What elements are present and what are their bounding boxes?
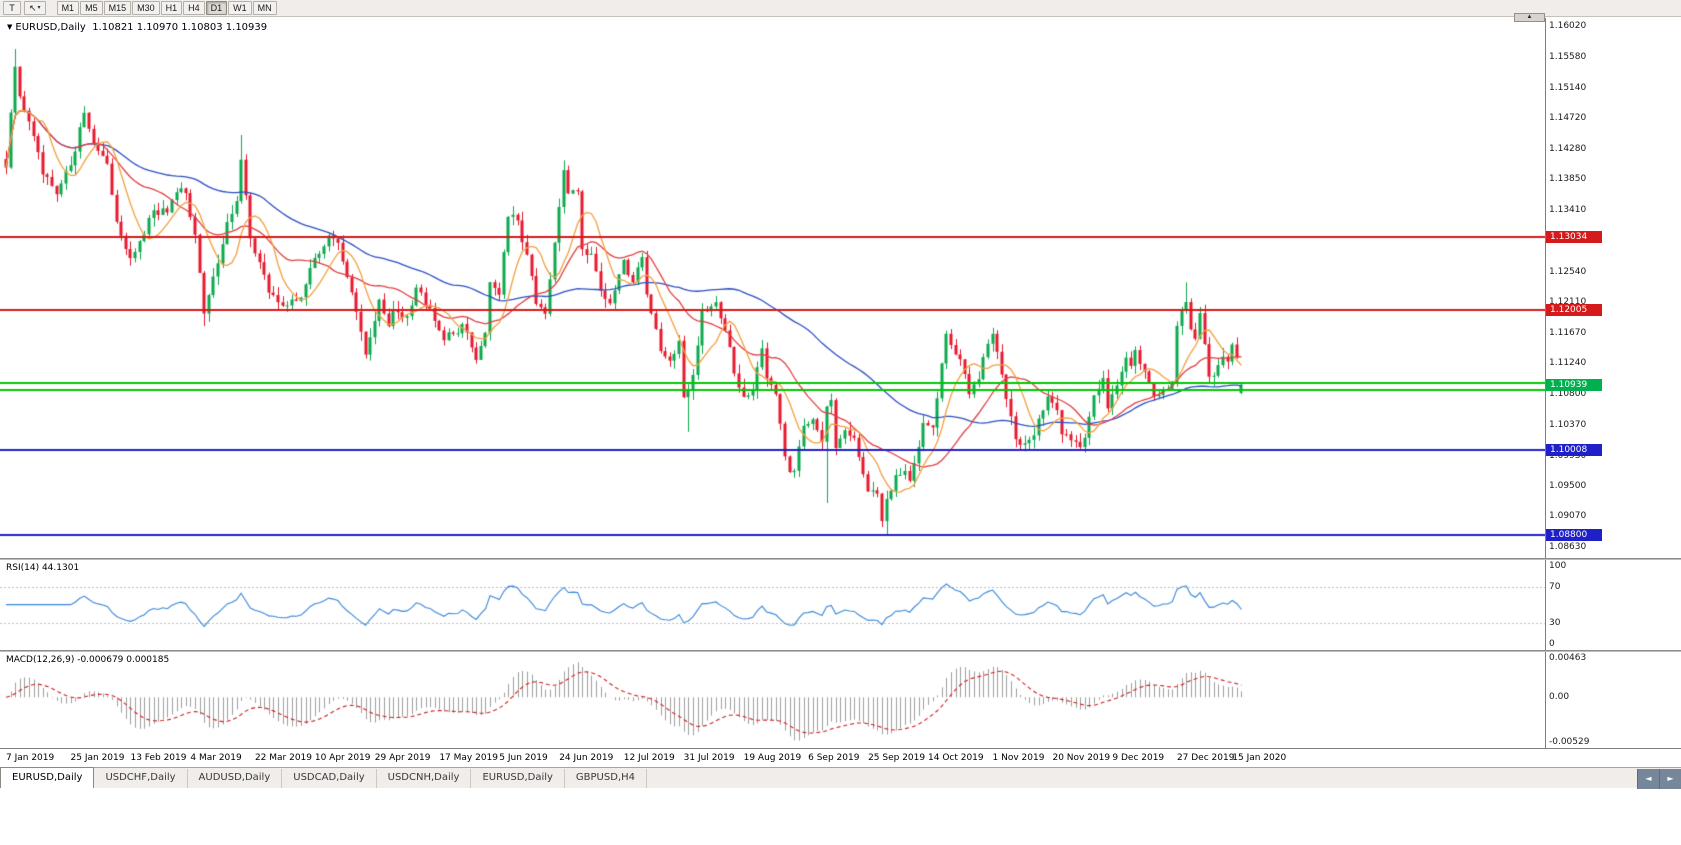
tab-scroll-left-button[interactable]: ◄ <box>1637 769 1659 789</box>
time-axis-label: 5 Jun 2019 <box>499 753 548 763</box>
chart-title-ohlc: 1.10821 1.10970 1.10803 1.10939 <box>92 22 268 33</box>
price-axis-tick: 1.13410 <box>1549 205 1587 216</box>
time-axis-label: 19 Aug 2019 <box>743 753 802 763</box>
price-axis-tick: 1.12540 <box>1549 266 1587 277</box>
time-axis-label: 10 Apr 2019 <box>314 753 371 763</box>
pointer-tool-button[interactable]: T <box>3 1 21 15</box>
rsi-axis-tick: 30 <box>1549 618 1561 628</box>
macd-axis-tick: -0.00529 <box>1549 737 1590 747</box>
price-chart-canvas[interactable] <box>0 18 1545 558</box>
timeframe-button-w1[interactable]: W1 <box>228 1 252 15</box>
time-axis-label: 24 Jun 2019 <box>559 753 614 763</box>
price-axis-tick: 1.15580 <box>1549 52 1587 63</box>
timeframe-button-h1[interactable]: H1 <box>160 1 183 15</box>
time-axis-label: 25 Jan 2019 <box>70 753 125 763</box>
rsi-axis[interactable]: 100 70 30 0 <box>1545 560 1681 650</box>
rsi-canvas[interactable] <box>0 560 1545 650</box>
macd-axis-tick: 0.00 <box>1549 692 1570 703</box>
chart-tab-5-eurusd-daily[interactable]: EURUSD,Daily <box>471 769 565 788</box>
time-axis-label: 1 Nov 2019 <box>992 753 1045 763</box>
time-axis-label: 17 May 2019 <box>439 753 499 763</box>
price-axis-tick: 1.10800 <box>1549 389 1587 400</box>
window-background <box>0 788 1681 845</box>
time-axis-label: 9 Dec 2019 <box>1112 753 1165 763</box>
time-axis-label: 13 Feb 2019 <box>130 753 187 763</box>
toolbar: T ↖ ▾ M1 M5 M15 M30 H1 H4 D1 W1 MN <box>0 0 1681 17</box>
macd-label: MACD(12,26,9) -0.000679 0.000185 <box>6 655 170 665</box>
price-axis-tick: 1.09500 <box>1549 481 1587 492</box>
chart-tabs: EURUSD,Daily USDCHF,Daily AUDUSD,Daily USDC… <box>0 767 647 788</box>
tab-scroll-buttons: ◄ ► <box>1637 769 1681 789</box>
bid-price-label: 1.10939 <box>1546 378 1602 391</box>
time-axis-label: 29 Apr 2019 <box>374 753 431 763</box>
macd-axis-tick: 0.00463 <box>1549 653 1587 663</box>
price-axis-tick: 1.12110 <box>1549 297 1587 308</box>
chevron-down-icon: ▾ <box>37 5 41 11</box>
time-axis-label: 27 Dec 2019 <box>1176 753 1235 763</box>
time-axis-label: 7 Jan 2019 <box>6 753 55 763</box>
rsi-axis-tick: 70 <box>1549 582 1561 592</box>
time-axis-label: 22 Mar 2019 <box>254 753 312 763</box>
time-axis-label: 14 Oct 2019 <box>928 753 984 763</box>
timeframe-button-m30[interactable]: M30 <box>132 1 160 15</box>
time-axis-label: 25 Sep 2019 <box>868 753 926 763</box>
price-axis-tick: 1.11240 <box>1549 358 1587 369</box>
time-axis[interactable]: 7 Jan 2019 25 Jan 2019 13 Feb 2019 4 Mar 20… <box>0 748 1681 767</box>
chart-tab-bar: EURUSD,Daily USDCHF,Daily AUDUSD,Daily USDC… <box>0 767 1681 789</box>
rsi-label: RSI(14) 44.1301 <box>6 563 80 573</box>
chart-dropdown-icon[interactable]: ▼ <box>7 23 13 31</box>
timeframe-button-h4[interactable]: H4 <box>183 1 205 15</box>
time-axis-label: 31 Jul 2019 <box>683 753 735 763</box>
timeframe-button-m5[interactable]: M5 <box>80 1 103 15</box>
pane-separator[interactable] <box>0 650 1681 652</box>
chart-tab-1-usdchf-daily[interactable]: USDCHF,Daily <box>94 769 188 788</box>
timeframe-button-m1[interactable]: M1 <box>56 1 80 15</box>
chart-tab-3-usdcad-daily[interactable]: USDCAD,Daily <box>282 769 377 788</box>
price-axis[interactable]: 1.16020 1.15580 1.15140 1.14720 1.14280 1.138… <box>1545 18 1681 558</box>
level-price-label: 1.08800 <box>1546 529 1602 542</box>
price-axis-tick: 1.09070 <box>1549 511 1587 522</box>
chart-tab-6-gbpusd-h4[interactable]: GBPUSD,H4 <box>565 769 647 788</box>
timeframe-group: M1 M5 M15 M30 H1 H4 D1 W1 MN <box>56 1 277 15</box>
time-axis-label: 4 Mar 2019 <box>190 753 242 763</box>
price-pane: ▼ EURUSD,Daily 1.10821 1.10970 1.10803 1.… <box>0 18 1681 558</box>
tab-scroll-right-button[interactable]: ► <box>1659 769 1681 789</box>
pane-separator[interactable] <box>0 558 1681 560</box>
time-axis-label: 15 Jan 2020 <box>1232 753 1287 763</box>
chart-tab-2-audusd-daily[interactable]: AUDUSD,Daily <box>188 769 283 788</box>
price-axis-tick: 1.14280 <box>1549 144 1587 155</box>
cursor-tool-button[interactable]: ↖ ▾ <box>24 1 46 15</box>
chart-window: ▼ EURUSD,Daily 1.10821 1.10970 1.10803 1.… <box>0 18 1681 767</box>
timeframe-button-d1[interactable]: D1 <box>205 1 228 15</box>
level-price-label: 1.12005 <box>1546 303 1602 316</box>
chart-title-symbol: EURUSD,Daily <box>15 22 86 33</box>
macd-axis[interactable]: 0.00463 0.00 -0.00529 <box>1545 652 1681 748</box>
timeframe-button-m15[interactable]: M15 <box>103 1 132 15</box>
cursor-icon: ↖ <box>29 3 37 13</box>
price-axis-tick: 1.10370 <box>1549 419 1587 430</box>
scroll-up-icon: ▲ <box>1526 14 1533 20</box>
price-axis-tick: 1.11670 <box>1549 328 1587 339</box>
price-axis-tick: 1.08630 <box>1549 542 1587 553</box>
rsi-axis-tick: 100 <box>1549 561 1567 571</box>
price-axis-tick: 1.15140 <box>1549 83 1587 94</box>
level-price-label: 1.13034 <box>1546 230 1602 243</box>
macd-canvas[interactable] <box>0 652 1545 748</box>
chart-title: ▼ EURUSD,Daily 1.10821 1.10970 1.10803 1.… <box>7 22 267 33</box>
time-axis-label: 6 Sep 2019 <box>808 753 860 763</box>
chart-tab-4-usdcnh-daily[interactable]: USDCNH,Daily <box>377 769 472 788</box>
level-price-label: 1.10008 <box>1546 444 1602 457</box>
price-axis-tick: 1.13850 <box>1549 174 1587 185</box>
price-axis-tick: 1.16020 <box>1549 21 1587 32</box>
rsi-axis-tick: 0 <box>1549 639 1555 649</box>
macd-pane: MACD(12,26,9) -0.000679 0.000185 0.00463… <box>0 652 1681 748</box>
chart-tab-0-eurusd-daily[interactable]: EURUSD,Daily <box>0 767 95 788</box>
time-axis-label: 12 Jul 2019 <box>623 753 675 763</box>
scroll-up-button[interactable]: ▲ <box>1514 13 1545 22</box>
rsi-pane: RSI(14) 44.1301 100 70 30 0 <box>0 560 1681 650</box>
time-axis-label: 20 Nov 2019 <box>1052 753 1111 763</box>
price-axis-tick: 1.14720 <box>1549 113 1587 124</box>
timeframe-button-mn[interactable]: MN <box>252 1 277 15</box>
